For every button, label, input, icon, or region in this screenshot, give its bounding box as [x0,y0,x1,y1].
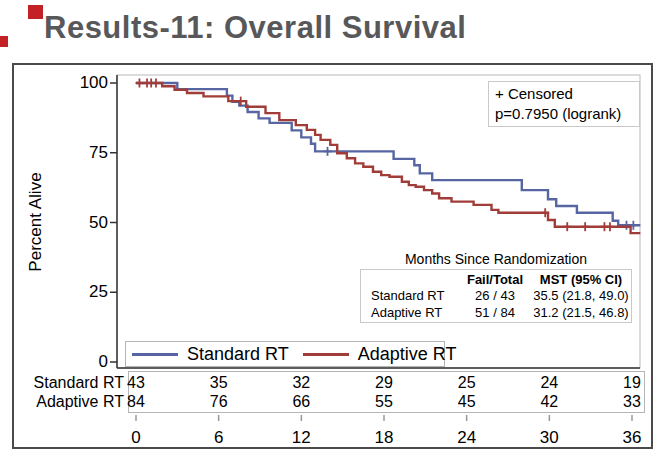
legend-line-sample [303,353,349,356]
at-risk-count: 55 [362,393,406,411]
stats-row-label: Adaptive RT [361,305,459,320]
x-tick-label: 12 [279,428,323,448]
censored-note: + Censored [495,84,633,104]
at-risk-count: 35 [197,374,241,392]
stats-header-fail-total: Fail/Total [459,272,531,287]
at-risk-count: 33 [610,393,654,411]
at-risk-row-label: Adaptive RT [8,393,124,411]
stats-table: Fail/Total MST (95% CI) Standard RT 26 /… [360,269,632,323]
slide: Results-11: Overall Survival Percent Ali… [0,0,661,450]
y-tick-label: 25 [60,283,108,301]
stats-fail-total: 26 / 43 [459,288,531,303]
legend-label: Adaptive RT [358,344,457,365]
slide-title: Results-11: Overall Survival [44,10,466,46]
stats-mst: 31.2 (21.5, 46.8) [531,305,631,320]
stats-mst: 35.5 (21.8, 49.0) [531,288,631,303]
x-tick-label: 6 [197,428,241,448]
at-risk-count: 24 [527,374,571,392]
at-risk-count: 84 [114,393,158,411]
x-tick-label: 18 [362,428,406,448]
at-risk-count: 25 [445,374,489,392]
at-risk-count: 43 [114,374,158,392]
x-tick-label: 30 [527,428,571,448]
y-axis-title: Percent Alive [26,142,46,302]
y-tick-label: 75 [60,144,108,162]
legend-item-adaptive-rt: Adaptive RT [303,344,471,365]
at-risk-count: 32 [279,374,323,392]
pvalue-note: p=0.7950 (logrank) [495,104,633,124]
legend: Standard RT Adaptive RT [125,341,445,367]
y-tick-label: 50 [60,214,108,232]
y-tick-label: 0 [60,353,108,371]
red-square-decoration [0,36,8,47]
at-risk-row-label: Standard RT [8,374,124,392]
stats-header-mst: MST (95% CI) [531,272,631,287]
at-risk-count: 66 [279,393,323,411]
x-tick-label: 36 [610,428,654,448]
at-risk-count: 42 [527,393,571,411]
at-risk-count: 45 [445,393,489,411]
stats-fail-total: 51 / 84 [459,305,531,320]
legend-item-standard-rt: Standard RT [132,344,303,365]
at-risk-count: 29 [362,374,406,392]
stats-table-title: Months Since Randomization [352,251,640,267]
x-tick-label: 24 [445,428,489,448]
stats-row-label: Standard RT [361,288,459,303]
red-square-decoration [28,5,43,19]
y-tick-label: 100 [60,74,108,92]
at-risk-count: 19 [610,374,654,392]
x-tick-label: 0 [114,428,158,448]
legend-label: Standard RT [187,344,289,365]
legend-line-sample [132,353,178,356]
at-risk-count: 76 [197,393,241,411]
censored-pvalue-box: + Censored p=0.7950 (logrank) [488,81,640,127]
